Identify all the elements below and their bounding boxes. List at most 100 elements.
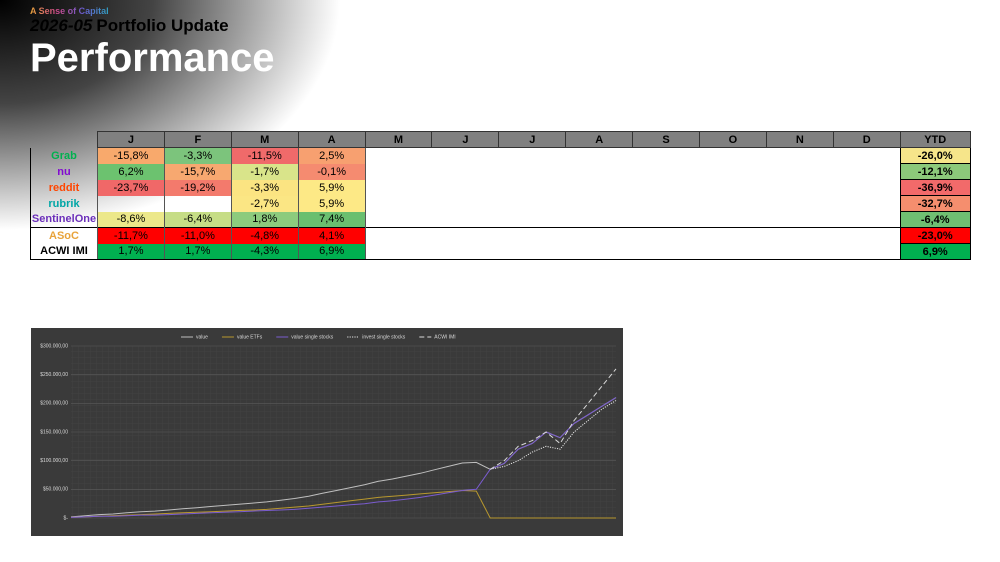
column-header: J: [498, 131, 567, 148]
cell: [700, 164, 767, 180]
row: SentinelOne -8,6% -6,4% 1,8% 7,4% -6,4%: [30, 211, 971, 228]
cell: [633, 212, 700, 228]
y-tick-label: $-: [64, 515, 69, 521]
cell: [766, 180, 833, 196]
cell: [766, 196, 833, 212]
cell: [365, 148, 432, 164]
cell: -15,7%: [163, 163, 232, 180]
cell: [566, 212, 633, 228]
y-tick-label: $200.000,00: [40, 401, 68, 407]
series-line: [490, 400, 617, 470]
cell: -3,3%: [163, 147, 232, 164]
cell: -1,7%: [230, 163, 299, 180]
cell: 1,8%: [230, 211, 299, 228]
cell: [633, 196, 700, 212]
column-header: N: [765, 131, 834, 148]
cell: [499, 148, 566, 164]
logo: SentinelOne: [30, 211, 98, 228]
column-header: YTD: [899, 131, 971, 148]
cell: [499, 164, 566, 180]
row: ACWI IMI 1,7% 1,7% -4,3% 6,9% 6,9%: [30, 243, 971, 260]
cell: [498, 243, 566, 260]
column-header: J: [97, 131, 165, 148]
column-header: O: [699, 131, 767, 148]
cell: 4,1%: [297, 227, 366, 244]
y-tick-label: $100.000,00: [40, 458, 68, 464]
column-header: D: [832, 131, 901, 148]
cell: -15,8%: [97, 147, 165, 164]
cell: [432, 180, 499, 196]
cell: [365, 243, 432, 260]
y-tick-label: $150.000,00: [40, 429, 68, 435]
logo: nu: [30, 163, 98, 180]
row: nu 6,2% -15,7% -1,7% -0,1% -12,1%: [30, 163, 971, 180]
cell: [163, 195, 232, 212]
cell: [632, 227, 700, 244]
column-header: A: [565, 131, 634, 148]
cell: -11,7%: [97, 227, 165, 244]
cell: [633, 180, 700, 196]
cell: [499, 196, 566, 212]
cell: [432, 148, 499, 164]
cell: -8,6%: [97, 211, 165, 228]
subtitle: 2026-05 Portfolio Update: [30, 16, 229, 36]
header-row: J F M A M J J A S O N D YTD: [31, 131, 971, 148]
logo: ACWI IMI: [30, 243, 98, 260]
cell: [365, 164, 432, 180]
ytd-cell: 6,9%: [899, 243, 971, 260]
row: rubrik -2,7% 5,9% -32,7%: [30, 195, 971, 212]
cell: [833, 196, 900, 212]
cell: -2,7%: [230, 195, 299, 212]
row: ASoC -11,7% -11,0% -4,8% 4,1% -23,0%: [30, 227, 971, 244]
column-header: M: [230, 131, 299, 148]
column-header: F: [163, 131, 232, 148]
cell: -19,2%: [163, 179, 232, 196]
cell: [565, 227, 633, 244]
legend-label: value: [196, 334, 208, 340]
cell: [700, 212, 767, 228]
cell: [632, 243, 700, 260]
cell: -6,4%: [163, 211, 232, 228]
logo: Grab: [30, 147, 98, 164]
ytd-cell: -12,1%: [899, 163, 971, 180]
subtitle-label: Portfolio Update: [96, 16, 229, 35]
cell: [565, 243, 633, 260]
cell: -3,3%: [230, 179, 299, 196]
y-tick-label: $250.000,00: [40, 372, 68, 378]
cell: [833, 164, 900, 180]
logo: reddit: [30, 179, 98, 196]
cell: [431, 243, 499, 260]
cell: [566, 180, 633, 196]
cell: [566, 164, 633, 180]
series-line: [70, 489, 616, 519]
cell: [766, 212, 833, 228]
cell: [365, 212, 432, 228]
brand: A Sense of Capital: [30, 6, 109, 16]
cell: -23,7%: [97, 179, 165, 196]
cell: [498, 227, 566, 244]
cell: 7,4%: [297, 211, 366, 228]
chart: $- $50.000,00 $100.000,00 $150.000,00 $200.0…: [31, 328, 623, 536]
cell: 2,5%: [297, 147, 366, 164]
cell: [633, 148, 700, 164]
cell: [833, 212, 900, 228]
cell: 5,9%: [297, 195, 366, 212]
corner: [31, 132, 98, 148]
cell: 5,9%: [297, 179, 366, 196]
cell: [833, 227, 901, 244]
cell: [699, 227, 767, 244]
cell: [833, 243, 901, 260]
cell: [499, 180, 566, 196]
cell: [365, 227, 432, 244]
column-header: J: [431, 131, 500, 148]
ytd-cell: -23,0%: [899, 227, 971, 244]
ytd-cell: -36,9%: [899, 179, 971, 196]
cell: [365, 196, 432, 212]
series-line: [70, 397, 617, 518]
cell: -4,3%: [230, 243, 299, 260]
cell: [699, 243, 767, 260]
cell: [97, 195, 165, 212]
cell: [833, 148, 900, 164]
legend-label: value ETFs: [237, 334, 263, 340]
